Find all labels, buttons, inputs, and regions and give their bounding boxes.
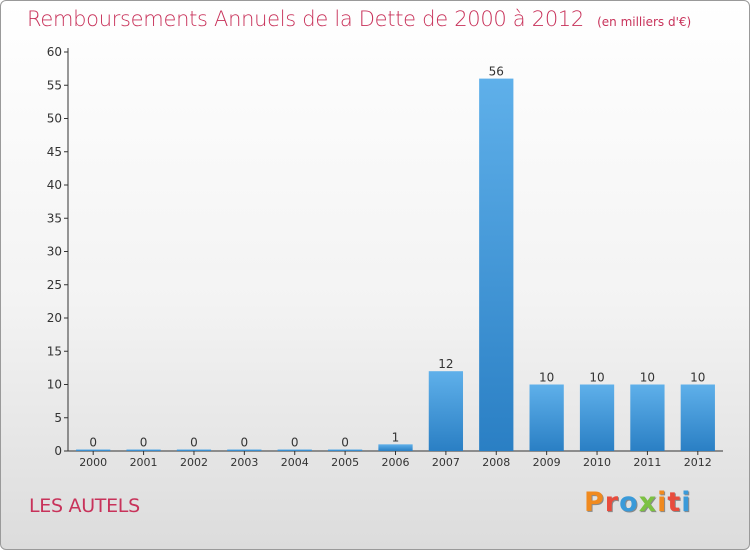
data-label: 0 bbox=[241, 436, 249, 450]
bar bbox=[327, 449, 363, 451]
bar bbox=[176, 449, 212, 451]
x-tick-label: 2006 bbox=[382, 456, 410, 469]
y-tick-label: 50 bbox=[47, 112, 62, 126]
x-tick-label: 2001 bbox=[130, 456, 158, 469]
bar bbox=[277, 449, 312, 451]
data-label: 0 bbox=[140, 436, 148, 450]
y-tick-label: 40 bbox=[47, 178, 62, 192]
bar bbox=[680, 384, 715, 451]
x-tick-label: 2002 bbox=[180, 456, 208, 469]
commune-name: LES AUTELS bbox=[29, 495, 140, 517]
y-tick-label: 60 bbox=[47, 45, 62, 59]
y-tick-label: 45 bbox=[47, 145, 62, 159]
y-tick-label: 25 bbox=[47, 278, 62, 292]
logo-letter: P bbox=[584, 487, 605, 518]
x-tick-label: 2011 bbox=[633, 456, 661, 469]
bar bbox=[227, 449, 262, 451]
data-label: 10 bbox=[690, 371, 705, 385]
y-tick-label: 20 bbox=[47, 311, 62, 325]
chart-unit: (en milliers d'€) bbox=[597, 15, 692, 29]
logo-letter: i bbox=[657, 487, 668, 518]
x-tick-label: 2009 bbox=[533, 456, 561, 469]
x-tick-label: 2004 bbox=[281, 456, 309, 469]
bar bbox=[579, 384, 615, 451]
data-label: 0 bbox=[341, 436, 349, 450]
y-tick-label: 35 bbox=[47, 211, 62, 225]
y-tick-label: 5 bbox=[54, 411, 62, 425]
y-tick-label: 55 bbox=[47, 78, 62, 92]
y-tick-label: 30 bbox=[47, 245, 62, 259]
x-tick-label: 2005 bbox=[331, 456, 359, 469]
logo-letter: i bbox=[681, 487, 692, 518]
bar bbox=[428, 371, 464, 451]
bar bbox=[126, 449, 161, 451]
data-label: 10 bbox=[640, 371, 655, 385]
bar bbox=[479, 78, 514, 451]
y-tick-label: 10 bbox=[47, 378, 62, 392]
y-tick-label: 15 bbox=[47, 344, 62, 358]
x-tick-label: 2000 bbox=[79, 456, 107, 469]
data-label: 10 bbox=[539, 371, 554, 385]
x-tick-label: 2010 bbox=[583, 456, 611, 469]
bar bbox=[76, 449, 111, 451]
logo-letter: r bbox=[604, 487, 620, 518]
data-label: 12 bbox=[438, 357, 453, 371]
chart-title-main: Remboursements Annuels de la Dette de 20… bbox=[27, 7, 584, 31]
x-tick-label: 2008 bbox=[482, 456, 510, 469]
chart-title: Remboursements Annuels de la Dette de 20… bbox=[27, 7, 691, 31]
x-tick-label: 2012 bbox=[684, 456, 712, 469]
data-label: 56 bbox=[489, 65, 504, 79]
logo-letter: o bbox=[619, 487, 639, 518]
x-tick-label: 2007 bbox=[432, 456, 460, 469]
data-label: 1 bbox=[392, 430, 400, 444]
data-label: 0 bbox=[291, 436, 299, 450]
bar bbox=[529, 384, 564, 451]
logo-letter: t bbox=[667, 487, 682, 518]
bar bbox=[630, 384, 665, 451]
logo-letter: x bbox=[638, 487, 658, 518]
data-label: 0 bbox=[89, 436, 97, 450]
x-tick-label: 2003 bbox=[230, 456, 258, 469]
data-label: 0 bbox=[190, 436, 198, 450]
data-label: 10 bbox=[589, 371, 604, 385]
y-tick-label: 0 bbox=[54, 444, 62, 458]
bar bbox=[378, 444, 413, 451]
proxiti-logo: Proxiti bbox=[584, 487, 692, 518]
